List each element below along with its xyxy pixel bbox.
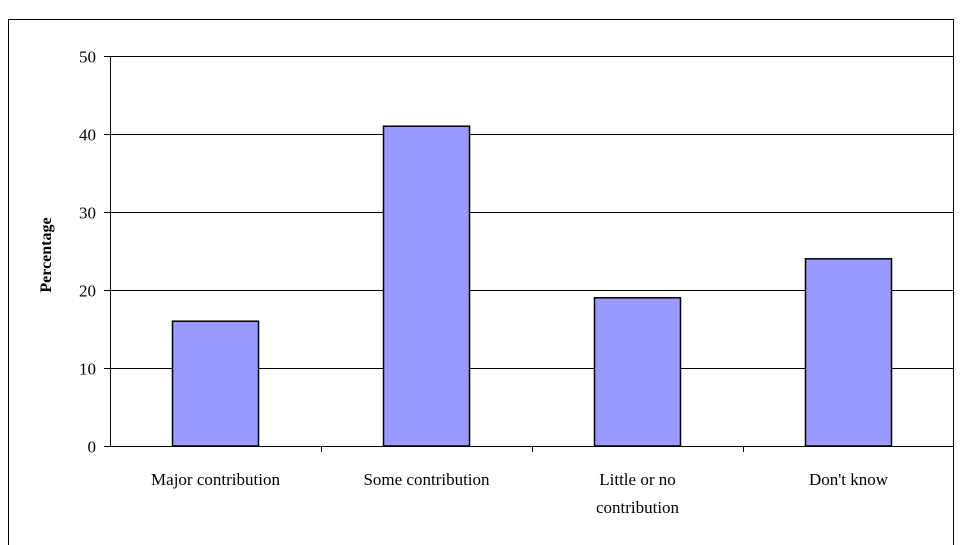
y-tick-label-50: 50 xyxy=(79,48,96,67)
y-axis-title: Percentage xyxy=(38,217,55,292)
bar-series xyxy=(171,125,893,447)
y-tick-label-10: 10 xyxy=(79,360,96,379)
y-tick-labels: 0 10 20 30 40 50 xyxy=(79,48,96,457)
x-category-label-1: Major contribution xyxy=(151,470,280,489)
y-tick-label-20: 20 xyxy=(79,282,96,301)
x-category-labels: Major contribution Some contribution Littl… xyxy=(151,470,889,517)
x-category-label-4: Don't know xyxy=(809,470,889,489)
bar-2 xyxy=(382,125,471,447)
bar-3 xyxy=(593,297,682,447)
axes xyxy=(104,56,954,452)
bar-4 xyxy=(804,258,893,447)
bar-1 xyxy=(171,320,260,447)
x-category-label-2: Some contribution xyxy=(363,470,490,489)
chart-border xyxy=(8,19,954,545)
y-tick-label-40: 40 xyxy=(79,126,96,145)
x-category-label-3: Little or no contribution xyxy=(596,470,680,517)
y-tick-label-0: 0 xyxy=(88,438,97,457)
y-tick-label-30: 30 xyxy=(79,204,96,223)
